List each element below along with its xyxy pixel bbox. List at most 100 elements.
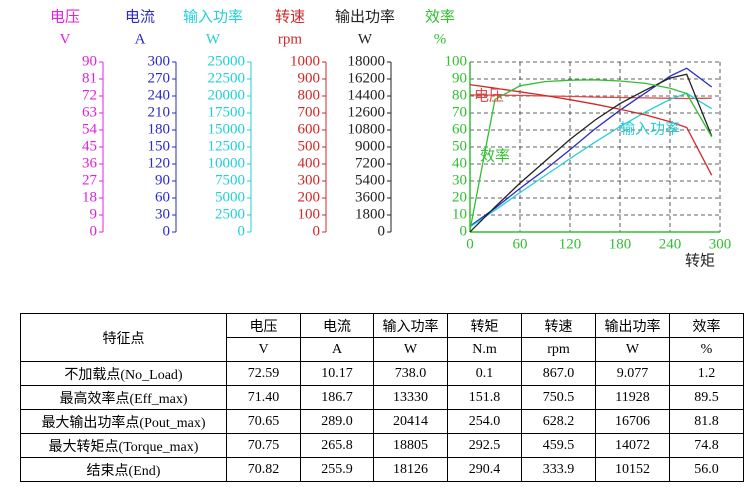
column-unit: A <box>300 337 374 362</box>
y-tick-label: 7200 <box>355 155 385 171</box>
y-tick-label: 15000 <box>208 121 246 137</box>
table-cell: 70.75 <box>226 433 301 458</box>
y-tick-label: 5000 <box>215 189 245 205</box>
y-tick-label: 30 <box>452 172 467 188</box>
y-tick-label: 0 <box>163 223 171 239</box>
y-tick-label: 40 <box>452 155 467 171</box>
table-cell: 14072 <box>595 433 670 458</box>
y-tick-label: 120 <box>148 155 171 171</box>
chart: 电压V09182736455463728190电流A03060901201501… <box>50 8 731 269</box>
table-cell: 333.9 <box>521 457 596 482</box>
table-row: 最大转矩点(Torque_max) 70.75 265.8 18805 292.5 459… <box>20 433 744 458</box>
table: 特征点 电压 电流 输入功率 转矩 转速 输出功率 效率 V A W N.m rpm W% 不加载点(No_… <box>20 313 744 482</box>
y-tick-label: 63 <box>82 104 97 120</box>
axis-name: 输入功率 <box>183 8 243 25</box>
table-cell: 459.5 <box>521 433 596 458</box>
series-line <box>469 94 712 100</box>
y-tick-label: 16200 <box>348 70 386 86</box>
y-tick-label: 400 <box>298 155 321 171</box>
y-tick-label: 20 <box>452 189 467 205</box>
table-cell: 11928 <box>595 385 670 410</box>
table-cell: 81.8 <box>669 409 744 434</box>
y-tick-label: 900 <box>298 70 321 86</box>
y-tick-label: 30 <box>155 206 170 222</box>
table-cell: 255.9 <box>300 457 374 482</box>
y-tick-label: 100 <box>445 53 468 69</box>
table-row: 特征点 电压 电流 输入功率 转矩 转速 输出功率 效率 <box>20 313 744 362</box>
y-tick-label: 5400 <box>355 172 385 188</box>
column-header: 输出功率 <box>595 313 670 338</box>
y-tick-label: 45 <box>82 138 97 154</box>
table-cell: 16706 <box>595 409 670 434</box>
y-tick-label: 0 <box>313 223 321 239</box>
series-line <box>469 67 713 227</box>
y-tick-label: 22500 <box>208 70 246 86</box>
y-tick-label: 72 <box>82 87 97 103</box>
y-tick-label: 90 <box>82 53 97 69</box>
y-tick-label: 700 <box>298 104 321 120</box>
y-tick-label: 150 <box>148 138 171 154</box>
row-label: 最高效率点(Eff_max) <box>20 385 227 410</box>
y-tick-label: 25000 <box>208 53 246 69</box>
y-tick-label: 12600 <box>348 104 386 120</box>
series-line <box>469 92 713 228</box>
table-cell: 89.5 <box>669 385 744 410</box>
y-tick-label: 300 <box>298 172 321 188</box>
series-line <box>469 73 713 233</box>
table-cell: 628.2 <box>521 409 596 434</box>
y-tick-label: 500 <box>298 138 321 154</box>
table-cell: 750.5 <box>521 385 596 410</box>
x-tick-label: 240 <box>659 236 682 252</box>
y-tick-label: 10800 <box>348 121 386 137</box>
table-cell: 292.5 <box>447 433 522 458</box>
y-tick-label: 0 <box>460 223 468 239</box>
table-cell: 0.1 <box>447 361 522 386</box>
y-tick-label: 90 <box>452 70 467 86</box>
curve-label: 输入功率 <box>620 120 680 137</box>
y-tick-label: 70 <box>452 104 467 120</box>
y-tick-label: 60 <box>452 121 467 137</box>
axis-unit: V <box>60 31 71 47</box>
table-row: 结束点(End) 70.82 255.9 18126 290.4 333.9 10152 56… <box>20 457 744 482</box>
y-tick-label: 18000 <box>348 53 386 69</box>
column-unit: W <box>373 337 448 362</box>
axis-unit: rpm <box>278 31 302 47</box>
row-label: 不加载点(No_Load) <box>20 361 227 386</box>
x-tick-label: 60 <box>513 236 528 252</box>
y-tick-label: 3600 <box>355 189 385 205</box>
y-tick-label: 10 <box>452 206 467 222</box>
axis-unit: W <box>206 31 221 47</box>
table-cell: 71.40 <box>226 385 301 410</box>
y-tick-label: 100 <box>298 206 321 222</box>
y-tick-label: 2500 <box>215 206 245 222</box>
table-cell: 18126 <box>373 457 448 482</box>
column-header: 转矩 <box>447 313 522 338</box>
y-tick-label: 60 <box>155 189 170 205</box>
y-tick-label: 17500 <box>208 104 246 120</box>
table-row: 最高效率点(Eff_max) 71.40 186.7 13330 151.8 750.5 1… <box>20 385 744 410</box>
y-tick-label: 20000 <box>208 87 246 103</box>
axis-unit: % <box>434 31 447 47</box>
y-tick-label: 0 <box>238 223 246 239</box>
column-unit: N.m <box>447 337 522 362</box>
table-cell: 151.8 <box>447 385 522 410</box>
y-tick-label: 1000 <box>290 53 320 69</box>
y-tick-label: 50 <box>452 138 467 154</box>
column-header: 电压 <box>226 313 301 338</box>
axis-unit: A <box>135 31 146 47</box>
axis-name: 电流 <box>125 8 155 25</box>
y-tick-label: 180 <box>148 121 171 137</box>
axis-unit: W <box>358 31 373 47</box>
y-tick-label: 18 <box>82 189 97 205</box>
column-header: 电流 <box>300 313 374 338</box>
table-cell: 265.8 <box>300 433 374 458</box>
row-label: 结束点(End) <box>20 457 227 482</box>
axis-name: 效率 <box>425 8 455 25</box>
table-cell: 70.65 <box>226 409 301 434</box>
y-tick-label: 90 <box>155 172 170 188</box>
table-cell: 254.0 <box>447 409 522 434</box>
y-tick-label: 300 <box>148 53 171 69</box>
table-cell: 738.0 <box>373 361 448 386</box>
x-tick-label: 0 <box>466 236 474 252</box>
